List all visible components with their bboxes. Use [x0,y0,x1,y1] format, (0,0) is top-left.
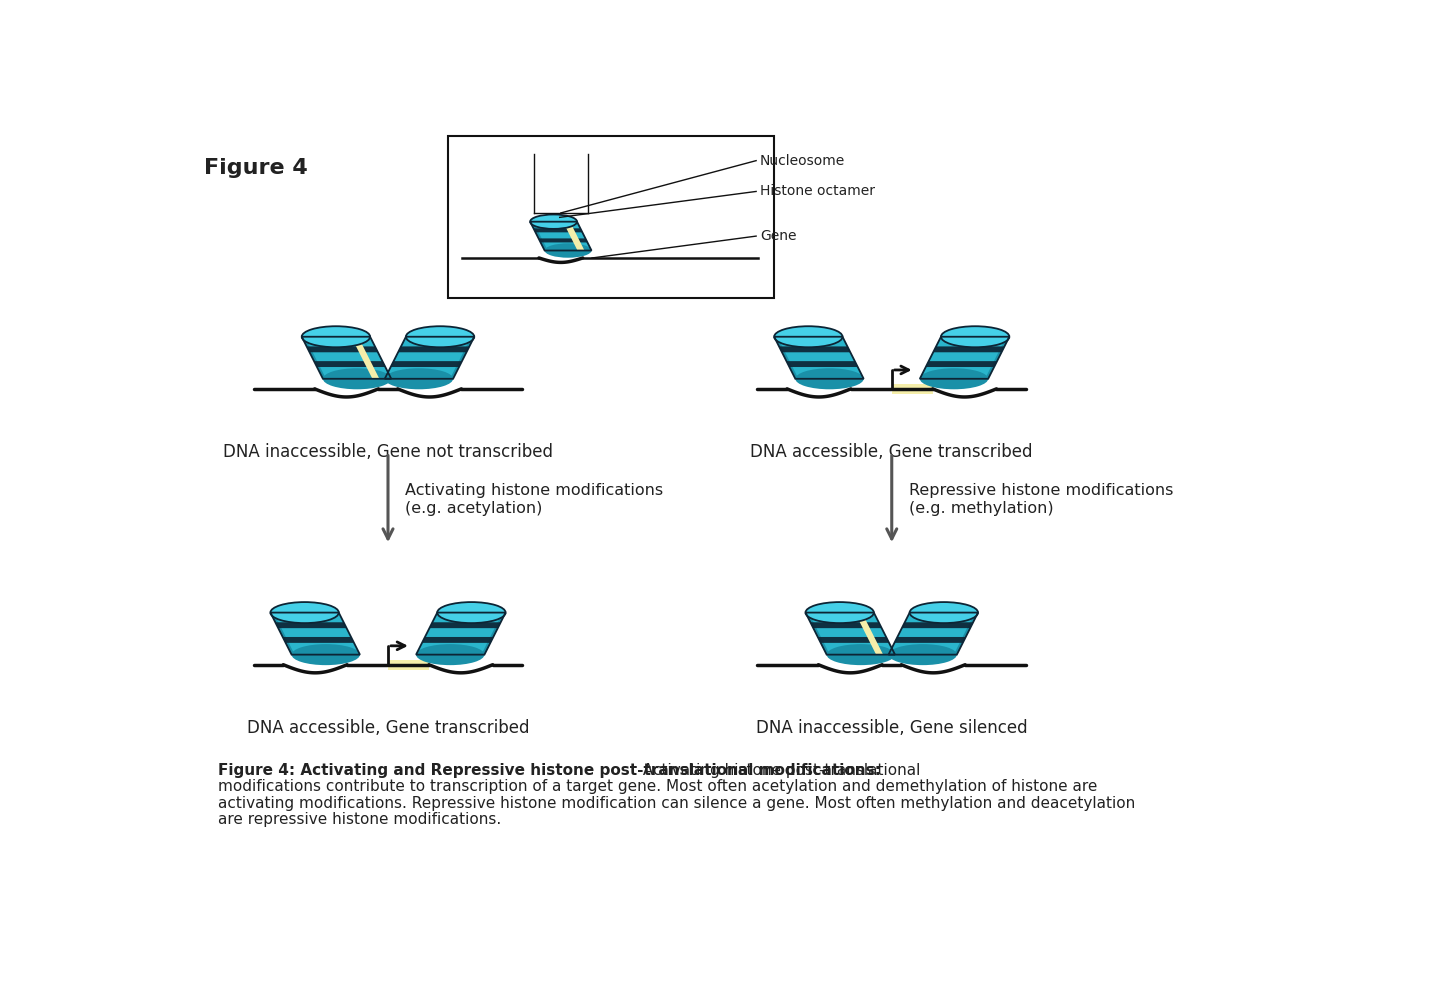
Ellipse shape [531,214,578,229]
Polygon shape [919,337,1010,379]
Polygon shape [302,337,392,379]
Text: DNA accessible, Gene transcribed: DNA accessible, Gene transcribed [751,442,1032,460]
Polygon shape [902,622,974,628]
Text: DNA inaccessible, Gene not transcribed: DNA inaccessible, Gene not transcribed [223,442,553,460]
Ellipse shape [270,602,339,623]
Ellipse shape [941,327,1010,348]
Polygon shape [774,337,864,379]
Text: activating modifications. Repressive histone modification can silence a gene. Mo: activating modifications. Repressive his… [217,796,1135,810]
Text: Gene: Gene [759,229,797,243]
Polygon shape [894,637,965,643]
Text: Figure 4: Figure 4 [203,158,307,178]
Polygon shape [818,637,889,643]
Bar [388,660,429,669]
Polygon shape [283,637,355,643]
Ellipse shape [385,368,453,389]
Polygon shape [276,622,346,628]
Polygon shape [429,622,500,628]
Polygon shape [302,337,326,379]
Text: DNA accessible, Gene transcribed: DNA accessible, Gene transcribed [247,719,529,737]
Ellipse shape [416,644,485,665]
Polygon shape [779,347,851,353]
Polygon shape [539,238,588,242]
Polygon shape [888,613,978,654]
Ellipse shape [292,644,360,665]
Polygon shape [482,613,506,654]
Ellipse shape [774,327,842,348]
Polygon shape [855,613,884,654]
Ellipse shape [919,368,988,389]
Ellipse shape [805,602,874,623]
Ellipse shape [795,368,864,389]
Polygon shape [563,222,585,250]
Ellipse shape [302,327,370,348]
Polygon shape [985,337,1010,379]
Polygon shape [805,613,895,654]
Polygon shape [315,361,385,367]
Polygon shape [954,613,978,654]
Polygon shape [450,337,475,379]
Bar [449,136,774,297]
Polygon shape [925,361,997,367]
Text: Repressive histone modifications: Repressive histone modifications [909,482,1173,497]
Text: (e.g. methylation): (e.g. methylation) [909,501,1054,517]
Polygon shape [306,347,378,353]
Polygon shape [422,637,493,643]
Polygon shape [533,228,582,232]
Polygon shape [390,361,462,367]
Polygon shape [531,222,592,250]
Bar [892,384,932,394]
Polygon shape [934,347,1004,353]
Polygon shape [352,337,379,379]
Text: Activating histone modifications: Activating histone modifications [405,482,664,497]
Ellipse shape [323,368,392,389]
Text: Histone octamer: Histone octamer [759,185,875,198]
Ellipse shape [545,243,592,257]
Text: Activating histone post-translational: Activating histone post-translational [638,763,921,778]
Text: modifications contribute to transcription of a target gene. Most often acetylati: modifications contribute to transcriptio… [217,779,1097,794]
Ellipse shape [888,644,957,665]
Polygon shape [270,613,360,654]
Text: DNA inaccessible, Gene silenced: DNA inaccessible, Gene silenced [756,719,1028,737]
Ellipse shape [406,327,475,348]
Ellipse shape [909,602,978,623]
Polygon shape [416,613,506,654]
Text: are repressive histone modifications.: are repressive histone modifications. [217,812,500,827]
Ellipse shape [438,602,506,623]
Polygon shape [811,622,882,628]
Polygon shape [531,222,548,250]
Polygon shape [805,613,829,654]
Polygon shape [270,613,295,654]
Text: Nucleosome: Nucleosome [759,154,845,168]
Ellipse shape [827,644,895,665]
Polygon shape [774,337,798,379]
Polygon shape [787,361,858,367]
Text: Figure 4: Activating and Repressive histone post-translational modifications:: Figure 4: Activating and Repressive hist… [217,763,881,778]
Polygon shape [385,337,475,379]
Text: (e.g. acetylation): (e.g. acetylation) [405,501,542,517]
Polygon shape [398,347,469,353]
